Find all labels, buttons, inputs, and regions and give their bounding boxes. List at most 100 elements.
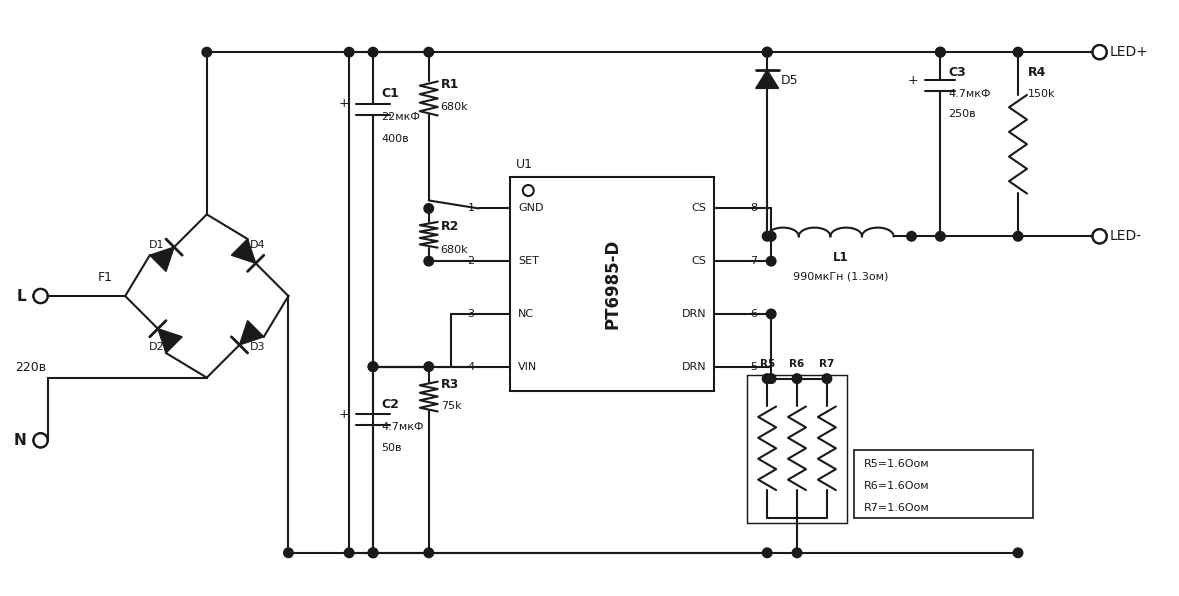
Circle shape xyxy=(368,362,377,371)
Text: 7: 7 xyxy=(750,256,757,266)
Text: D3: D3 xyxy=(250,342,265,352)
Circle shape xyxy=(792,548,802,558)
Circle shape xyxy=(344,548,354,558)
Text: 250в: 250в xyxy=(948,109,976,119)
Text: R5=1.6Oом: R5=1.6Oом xyxy=(864,460,929,469)
Text: R7: R7 xyxy=(819,359,835,369)
Text: N: N xyxy=(14,433,27,448)
Text: D4: D4 xyxy=(250,240,265,250)
Circle shape xyxy=(763,231,772,241)
Circle shape xyxy=(33,289,47,303)
Text: L: L xyxy=(17,288,27,303)
Text: PT6985-D: PT6985-D xyxy=(604,238,621,328)
Text: C3: C3 xyxy=(948,66,966,79)
Text: SET: SET xyxy=(519,256,539,266)
Circle shape xyxy=(907,231,916,241)
Text: 4.7мкФ: 4.7мкФ xyxy=(948,89,990,99)
Circle shape xyxy=(763,47,772,57)
Text: R2: R2 xyxy=(441,221,459,233)
Circle shape xyxy=(368,548,377,558)
Polygon shape xyxy=(150,247,174,271)
Polygon shape xyxy=(756,70,778,88)
Text: 220в: 220в xyxy=(15,361,46,374)
Circle shape xyxy=(424,204,434,213)
Text: 22мкФ: 22мкФ xyxy=(381,112,420,122)
Text: R6: R6 xyxy=(790,359,804,369)
Circle shape xyxy=(763,548,772,558)
Text: R6=1.6Oом: R6=1.6Oом xyxy=(864,481,929,491)
Text: DRN: DRN xyxy=(681,362,706,372)
Circle shape xyxy=(822,374,831,383)
Text: 2: 2 xyxy=(467,256,474,266)
Text: CS: CS xyxy=(692,203,706,213)
Circle shape xyxy=(522,185,534,196)
Text: D1: D1 xyxy=(149,240,164,250)
Circle shape xyxy=(766,231,776,241)
Text: DRN: DRN xyxy=(681,309,706,319)
Text: R3: R3 xyxy=(441,378,459,391)
Text: GND: GND xyxy=(519,203,544,213)
Text: F1: F1 xyxy=(98,271,112,284)
Circle shape xyxy=(763,47,772,57)
Polygon shape xyxy=(239,321,264,345)
Text: +: + xyxy=(908,73,918,86)
Circle shape xyxy=(763,374,772,383)
Text: 8: 8 xyxy=(750,203,757,213)
FancyBboxPatch shape xyxy=(854,451,1033,518)
FancyBboxPatch shape xyxy=(511,176,714,390)
Circle shape xyxy=(766,309,776,319)
Text: L1: L1 xyxy=(832,252,848,264)
Circle shape xyxy=(424,256,434,266)
Text: D2: D2 xyxy=(149,342,164,352)
Text: 680k: 680k xyxy=(441,245,468,254)
Circle shape xyxy=(202,47,211,57)
Circle shape xyxy=(936,231,946,241)
Circle shape xyxy=(424,548,434,558)
Text: 4.7мкФ: 4.7мкФ xyxy=(381,423,423,432)
Text: R1: R1 xyxy=(441,77,459,91)
Circle shape xyxy=(1013,231,1022,241)
Text: 3: 3 xyxy=(468,309,474,319)
Circle shape xyxy=(368,548,377,558)
Circle shape xyxy=(1093,229,1107,243)
Text: VIN: VIN xyxy=(519,362,538,372)
Text: U1: U1 xyxy=(516,157,533,170)
Circle shape xyxy=(1013,548,1022,558)
Text: CS: CS xyxy=(692,256,706,266)
Text: 75k: 75k xyxy=(441,402,461,411)
Text: 990мкГн (1.3ом): 990мкГн (1.3ом) xyxy=(792,271,888,281)
Text: 1: 1 xyxy=(468,203,474,213)
Text: LED+: LED+ xyxy=(1109,45,1148,59)
Text: R5: R5 xyxy=(759,359,775,369)
Circle shape xyxy=(766,374,776,383)
Text: R7=1.6Oом: R7=1.6Oом xyxy=(864,503,929,513)
Text: D5: D5 xyxy=(782,73,798,86)
Text: 50в: 50в xyxy=(381,443,402,454)
Polygon shape xyxy=(231,239,256,263)
Text: 4: 4 xyxy=(467,362,474,372)
Text: 6: 6 xyxy=(750,309,757,319)
Text: 400в: 400в xyxy=(381,134,409,144)
Polygon shape xyxy=(158,329,183,353)
Circle shape xyxy=(1013,47,1022,57)
Circle shape xyxy=(284,548,294,558)
Circle shape xyxy=(424,362,434,371)
Circle shape xyxy=(33,433,47,448)
Text: NC: NC xyxy=(519,309,534,319)
Text: 680k: 680k xyxy=(441,102,468,112)
Circle shape xyxy=(936,47,946,57)
Circle shape xyxy=(368,47,377,57)
Text: C2: C2 xyxy=(381,398,399,411)
Circle shape xyxy=(368,362,377,371)
Circle shape xyxy=(936,47,946,57)
Text: 150k: 150k xyxy=(1028,89,1055,99)
Text: R4: R4 xyxy=(1028,66,1046,79)
Text: LED-: LED- xyxy=(1109,229,1141,243)
Text: +: + xyxy=(338,97,349,110)
Circle shape xyxy=(1093,45,1107,60)
Text: C1: C1 xyxy=(381,88,399,101)
Text: +: + xyxy=(338,408,349,421)
Circle shape xyxy=(766,256,776,266)
Circle shape xyxy=(424,47,434,57)
Text: 5: 5 xyxy=(750,362,757,372)
